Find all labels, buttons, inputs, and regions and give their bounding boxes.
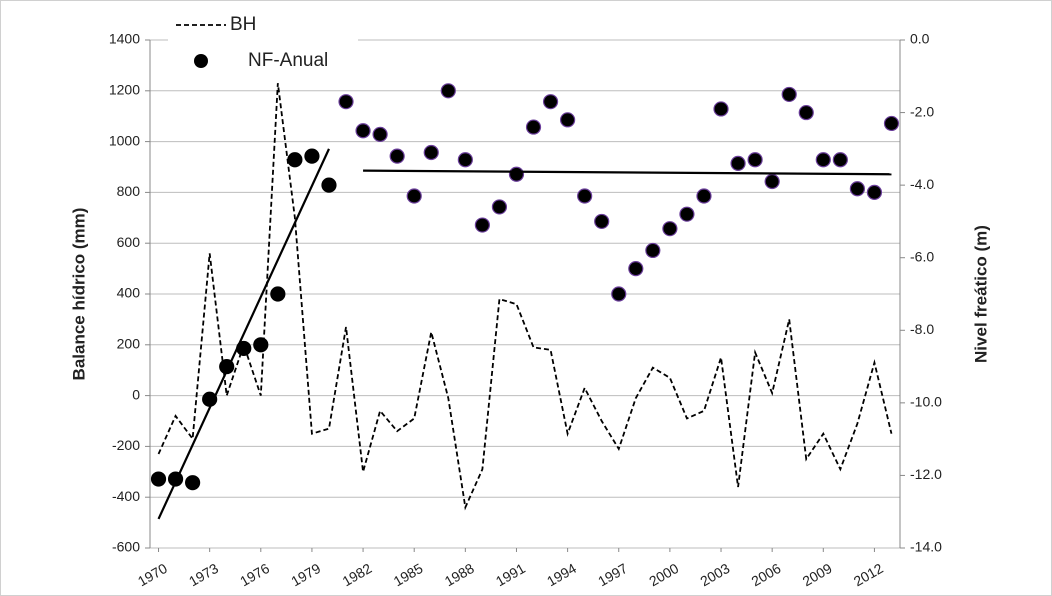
nf-point	[150, 471, 167, 487]
legend-swatch	[194, 54, 208, 68]
nf-point	[798, 104, 814, 121]
y2-axis-title: Nivel freático (m)	[971, 225, 990, 363]
y2-tick-label: -2.0	[910, 103, 934, 119]
nf-point	[764, 173, 780, 190]
nf-point	[730, 155, 746, 171]
legend: BH NF-Anual	[168, 10, 358, 74]
nf-point	[321, 177, 337, 193]
nf-point	[338, 94, 354, 110]
nf-point	[185, 475, 201, 491]
nf-point	[866, 184, 883, 200]
y-axis-title: Balance hídrico (mm)	[69, 208, 88, 381]
bh-line	[157, 83, 893, 511]
nf-point	[508, 166, 525, 182]
nf-point	[474, 217, 490, 233]
nf-point	[287, 152, 303, 168]
nf-point	[713, 101, 729, 117]
nf-point	[781, 86, 797, 103]
marks	[150, 83, 900, 520]
nf-point	[560, 112, 576, 128]
nf-point	[491, 199, 508, 215]
y-tick-label: 1400	[109, 31, 140, 47]
nf-point	[355, 123, 371, 139]
nf-point	[849, 181, 865, 197]
nf-point	[423, 144, 439, 161]
y-tick-label: 800	[117, 183, 141, 199]
y2-tick-label: -8.0	[910, 321, 934, 337]
y-tick-label: -200	[112, 437, 140, 453]
y-tick-label: 1000	[109, 132, 140, 148]
y-tick-label: 400	[117, 285, 141, 301]
trendline	[363, 169, 892, 176]
nf-point	[883, 115, 900, 132]
trendline	[157, 148, 330, 520]
nf-point	[372, 126, 388, 142]
nf-point	[577, 188, 593, 204]
nf-point	[542, 94, 559, 110]
nf-point	[611, 286, 627, 302]
y2-tick-label: -12.0	[910, 466, 942, 482]
nf-point	[253, 337, 269, 353]
legend-label: NF-Anual	[248, 50, 328, 71]
y2-tick-label: -6.0	[910, 248, 934, 264]
y2-tick-label: 0.0	[910, 31, 930, 47]
nf-point	[662, 221, 678, 237]
nf-point	[440, 83, 456, 99]
nf-point	[832, 152, 848, 168]
y2-tick-label: -4.0	[910, 176, 934, 192]
nf-point	[525, 119, 542, 135]
y-tick-label: -400	[112, 488, 140, 504]
y-tick-label: 200	[117, 336, 141, 352]
nf-point	[815, 152, 831, 168]
nf-point	[645, 242, 661, 259]
y-tick-label: 0	[132, 386, 140, 402]
nf-point	[457, 152, 473, 168]
y2-tick-label: -10.0	[910, 394, 942, 410]
legend-label: BH	[230, 14, 256, 35]
nf-point	[406, 188, 422, 204]
nf-point	[747, 152, 763, 168]
y2-tick-label: -14.0	[910, 539, 942, 555]
nf-point	[270, 286, 286, 302]
y-tick-label: 1200	[109, 82, 140, 98]
nf-point	[594, 213, 610, 230]
y-tick-label: -600	[112, 539, 140, 555]
nf-point	[696, 188, 712, 204]
nf-point	[679, 206, 695, 222]
y-tick-label: 600	[117, 234, 141, 250]
nf-point	[628, 261, 644, 277]
nf-point	[304, 148, 320, 164]
nf-point	[389, 148, 405, 164]
